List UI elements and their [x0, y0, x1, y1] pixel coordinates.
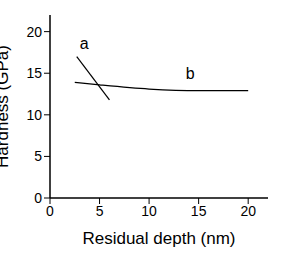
svg-text:15: 15 [191, 203, 207, 219]
svg-text:20: 20 [26, 24, 42, 40]
svg-text:10: 10 [141, 203, 157, 219]
svg-text:Residual depth (nm): Residual depth (nm) [82, 229, 235, 248]
svg-text:b: b [186, 65, 195, 82]
svg-text:5: 5 [96, 203, 104, 219]
svg-text:0: 0 [34, 190, 42, 206]
svg-text:20: 20 [240, 203, 256, 219]
svg-text:15: 15 [26, 65, 42, 81]
svg-text:5: 5 [34, 148, 42, 164]
svg-text:a: a [80, 35, 89, 52]
svg-text:10: 10 [26, 107, 42, 123]
svg-text:0: 0 [46, 203, 54, 219]
svg-text:Hardness (GPa): Hardness (GPa) [8, 45, 12, 168]
